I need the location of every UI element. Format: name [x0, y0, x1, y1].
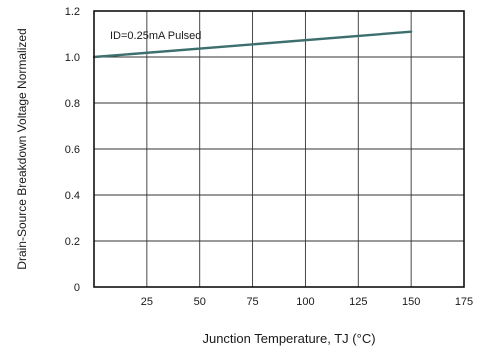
- x-tick-label: 150: [402, 296, 420, 308]
- x-tick-labels: 25 50 75 100 125 150 175: [141, 296, 473, 308]
- y-tick-label: 0.6: [65, 144, 80, 156]
- y-tick-label: 1.2: [65, 6, 80, 18]
- x-tick-label: 25: [141, 296, 153, 308]
- series-line: [92, 30, 413, 59]
- x-tick-label: 50: [194, 296, 206, 308]
- chart-annotation: ID=0.25mA Pulsed: [110, 30, 201, 42]
- plot-frame: [93, 10, 465, 288]
- x-tick-label: 125: [349, 296, 367, 308]
- y-tick-labels: 0 0.2 0.4 0.6 0.8 1.0 1.2: [65, 6, 80, 294]
- x-tick-label: 175: [455, 296, 473, 308]
- x-tick-label: 100: [296, 296, 314, 308]
- y-tick-label: 0.8: [65, 98, 80, 110]
- y-tick-label: 0: [74, 282, 80, 294]
- y-tick-label: 1.0: [65, 52, 80, 64]
- x-axis-label: Junction Temperature, TJ (°C): [202, 331, 375, 346]
- y-axis-label: Drain-Source Breakdown Voltage Normalize…: [15, 28, 29, 269]
- series-layer: [92, 30, 413, 59]
- y-tick-label: 0.2: [65, 236, 80, 248]
- x-tick-label: 75: [246, 296, 258, 308]
- grid-lines: [94, 11, 464, 287]
- y-tick-label: 0.4: [65, 190, 80, 202]
